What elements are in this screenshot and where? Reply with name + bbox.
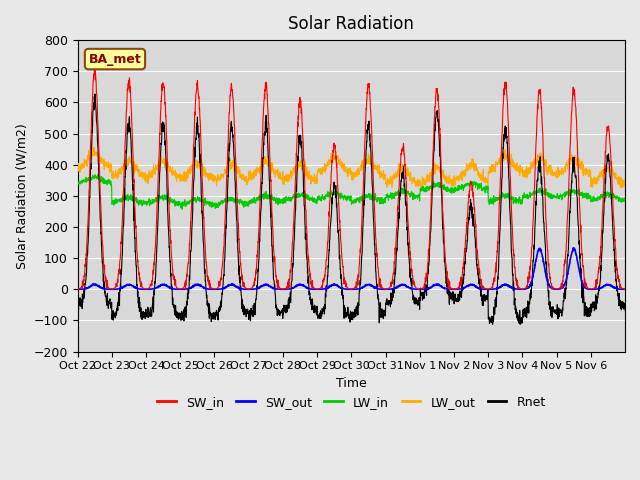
Title: Solar Radiation: Solar Radiation	[289, 15, 414, 33]
Y-axis label: Solar Radiation (W/m2): Solar Radiation (W/m2)	[15, 123, 28, 269]
Legend: SW_in, SW_out, LW_in, LW_out, Rnet: SW_in, SW_out, LW_in, LW_out, Rnet	[152, 391, 550, 414]
Text: BA_met: BA_met	[88, 53, 141, 66]
X-axis label: Time: Time	[336, 377, 367, 390]
